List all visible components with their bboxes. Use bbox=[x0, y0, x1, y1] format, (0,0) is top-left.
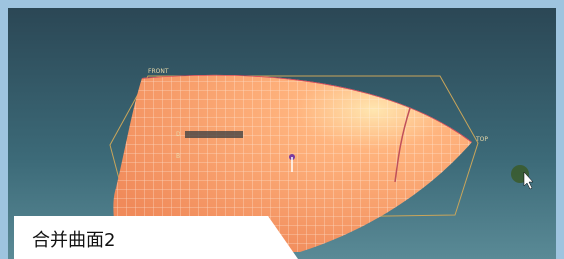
screenshot: D B FRONT TOP 合并曲面2 bbox=[0, 0, 564, 259]
caption: 合并曲面2 bbox=[32, 230, 115, 251]
dimension-tag bbox=[185, 131, 243, 138]
dim-label: B bbox=[176, 153, 180, 160]
plane-label: FRONT bbox=[148, 68, 169, 75]
plane-label: TOP bbox=[475, 136, 488, 143]
dim-label: D bbox=[176, 131, 181, 138]
